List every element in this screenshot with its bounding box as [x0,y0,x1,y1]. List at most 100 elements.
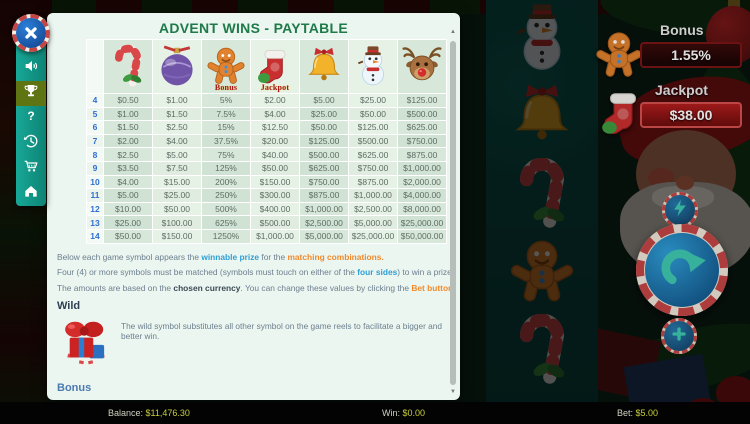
paytable-cell: $25.00 [299,106,349,122]
paytable-cell: $300.00 [250,188,300,203]
paytable-cell: $1.00 [103,106,153,122]
history-icon [23,133,39,154]
svg-text:?: ? [27,109,34,123]
paytable-row: 14 $50.00 $150.00 1250% $1,000.00 $5,000.00 $2… [86,228,447,244]
jackpot-value-box: $38.00 [640,102,742,128]
reel-symbol-gingerbread [503,236,581,310]
bet-value: $5.00 [635,408,659,418]
reel-symbol-candy-cane [503,157,581,232]
match-count: 7 [86,133,104,149]
paytable-cell: $3.50 [103,160,153,176]
paytable-cell: $5,000.00 [348,215,398,230]
symbol-overlay-label: Bonus [214,83,238,92]
paytable-cell: $750.00 [299,174,349,190]
note-text: Four (4) or more symbols must be matched… [57,267,358,278]
sound-icon [23,58,39,79]
paytable-cell: $2,500.00 [348,201,398,217]
paytable-cell: $125.00 [348,120,398,135]
paytable-cell: $5.00 [152,147,202,162]
paytable-cell: 125% [201,160,251,176]
paytable-cell: $2.00 [250,93,300,108]
paytable-cell: $10.00 [103,201,153,217]
paytable-cell: $150.00 [152,228,202,244]
paytable-cell: $50.00 [348,106,398,122]
match-count: 8 [86,147,104,162]
paytable-row: 7 $2.00 $4.00 37.5% $20.00 $125.00 $500.00 $750… [86,133,447,149]
trophy-icon [23,83,39,104]
home-icon [23,183,39,204]
paytable-cell: $15.00 [152,174,202,190]
status-bar: Balance: $11,476.30 Win: $0.00 Bet: $5.0… [0,402,750,424]
paytable-cell: $1,000.00 [397,160,447,176]
paytable-cell: $2,000.00 [397,174,447,190]
paytable-row: 4 $0.50 $1.00 5% $2.00 $5.00 $25.00 $125.00 [86,93,447,108]
symbol-snowman-icon [348,39,398,94]
cart-icon [23,158,39,179]
sidebar-item-sound[interactable] [16,56,46,81]
wild-description: The wild symbol substitutes all other sy… [121,320,442,341]
paytable-cell: $5,000.00 [299,228,349,244]
spin-button[interactable] [636,224,728,316]
paytable-cell: 1250% [201,228,251,244]
paytable-cell: $4.00 [152,133,202,149]
paytable-cell: 250% [201,188,251,203]
sidebar-item-trophy[interactable] [16,81,46,106]
note-text: Below each game symbol appears the [57,251,202,262]
paytable-row: 9 $3.50 $7.50 125% $50.00 $625.00 $750.00 $1,00… [86,160,447,176]
paytable-cell: 5% [201,93,251,108]
paytable-cell: $4.00 [103,174,153,190]
bet-readout: Bet: $5.00 [617,402,658,424]
wild-gift-icon [57,314,115,372]
scroll-down-arrow[interactable]: ▼ [450,389,456,395]
sidebar-item-history[interactable] [16,131,46,156]
paytable-header-row: Bonus Jackpot [86,39,447,94]
paytable-table: Bonus Jackpot 4 $0.50 $1.00 5% $2.00 $5.00 $25.… [86,39,447,244]
close-button[interactable] [12,14,50,52]
wild-section: The wild symbol substitutes all other sy… [57,314,460,372]
symbol-bell-icon [299,39,349,94]
paytable-row: 8 $2.50 $5.00 75% $40.00 $500.00 $625.00 $875.0… [86,147,447,162]
match-count: 10 [86,174,104,190]
scroll-up-arrow[interactable]: ▲ [450,29,456,35]
paytable-cell: $750.00 [397,133,447,149]
close-icon [16,18,46,48]
sidebar-item-help[interactable]: ? [16,106,46,131]
bet-increase-button[interactable] [661,318,697,354]
paytable-cell: 7.5% [201,106,251,122]
balance-value: $11,476.30 [145,408,190,418]
wild-section-heading: Wild [57,299,81,312]
note-text: ) to win a prize. [397,267,455,278]
match-count: 14 [86,228,104,244]
win-readout: Win: $0.00 [382,402,425,424]
win-value: $0.00 [402,408,426,418]
paytable-cell: $2.50 [103,147,153,162]
note-text: four sides [357,267,398,278]
match-count: 12 [86,201,104,217]
paytable-cell: $1.50 [103,120,153,135]
note-text: chosen currency [173,282,241,293]
paytable-panel: ADVENT WINS - PAYTABLE Bonus Jackpot 4 $0.… [47,13,460,400]
plus-icon [669,324,689,349]
paytable-cell: $20.00 [250,133,300,149]
paytable-cell: 15% [201,120,251,135]
paytable-cell: $400.00 [250,201,300,217]
symbol-reindeer-icon [397,39,447,94]
sidebar-item-home[interactable] [16,181,46,206]
paytable-cell: $1,000.00 [250,228,300,244]
symbol-gingerbread-icon: Bonus [201,39,251,94]
reel-symbol-candy-cane [503,313,581,388]
paytable-cell: 37.5% [201,133,251,149]
paytable-cell: $1,000.00 [299,201,349,217]
balance-readout: Balance: $11,476.30 [108,402,190,424]
scrollbar-thumb[interactable] [450,41,456,385]
paytable-cell: $7.50 [152,160,202,176]
paytable-cell: $8,000.00 [397,201,447,217]
paytable-cell: $4,000.00 [397,188,447,203]
sidebar-item-cart[interactable] [16,156,46,181]
paytable-row: 5 $1.00 $1.50 7.5% $4.00 $25.00 $50.00 $500.00 [86,106,447,122]
paytable-cell: $5.00 [103,188,153,203]
symbol-bauble-icon [152,39,202,94]
turbo-button[interactable] [662,192,698,228]
paytable-cell: 625% [201,215,251,230]
stocking-jackpot-icon [596,86,650,142]
